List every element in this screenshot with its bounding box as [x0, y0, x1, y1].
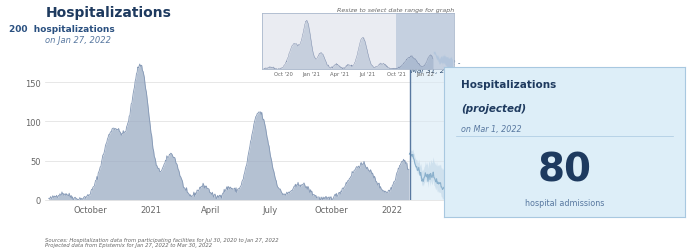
Bar: [410, 40, 451, 200]
Text: hospital admissions: hospital admissions: [525, 198, 604, 207]
Text: Sources: Hospitalization data from participating facilities for Jul 30, 2020 to : Sources: Hospitalization data from parti…: [45, 237, 279, 248]
Text: Projected
Jan 28, 2022 -
Mar 31, 2022: Projected Jan 28, 2022 - Mar 31, 2022: [412, 52, 461, 74]
Text: 200  hospitalizations: 200 hospitalizations: [8, 25, 115, 34]
Text: (projected): (projected): [461, 104, 526, 114]
Text: Hospitalizations: Hospitalizations: [461, 80, 556, 90]
Bar: [396, 14, 454, 70]
Title: Resize to select date range for graph: Resize to select date range for graph: [337, 8, 454, 13]
Text: on Mar 1, 2022: on Mar 1, 2022: [461, 124, 521, 134]
Text: 80: 80: [538, 150, 591, 188]
Text: Hospitalizations: Hospitalizations: [45, 6, 171, 20]
Text: on Jan 27, 2022: on Jan 27, 2022: [45, 36, 111, 45]
